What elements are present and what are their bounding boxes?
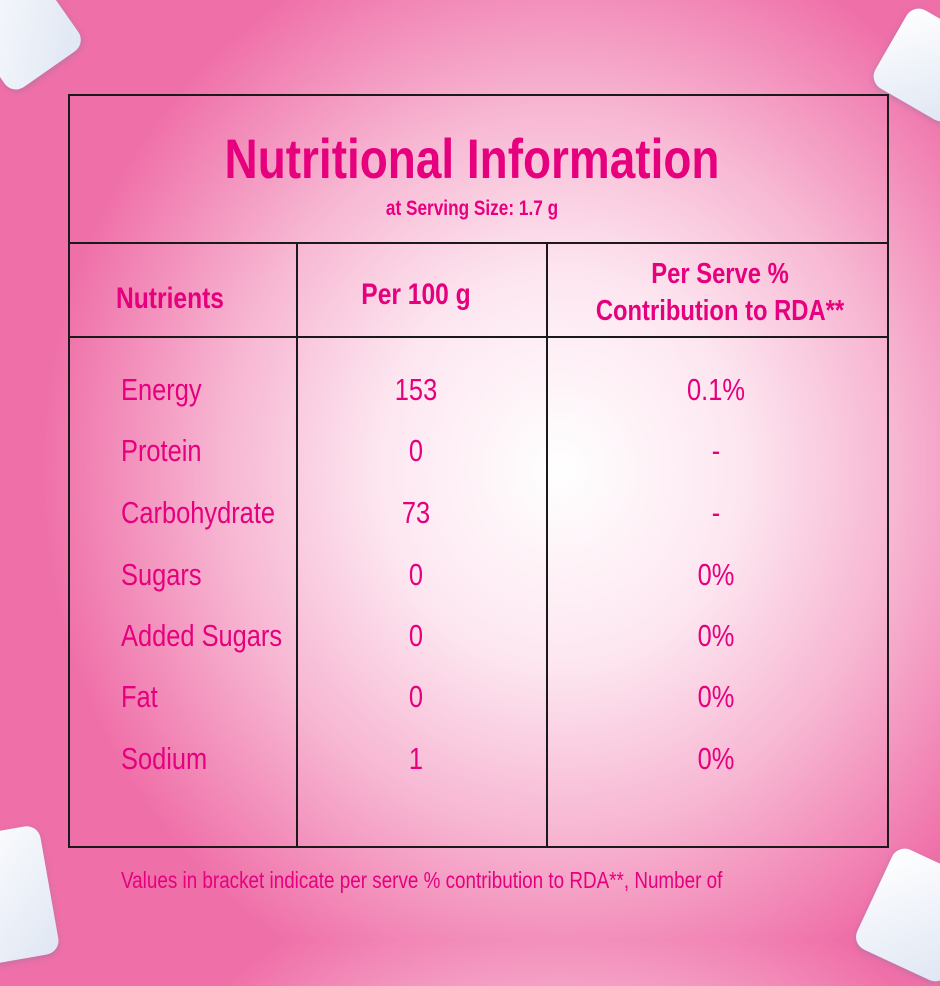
gum-decoration	[0, 0, 87, 95]
serving-size: at Serving Size: 1.7 g	[385, 197, 559, 220]
gum-decoration	[851, 844, 940, 986]
nutrient-name: Protein	[121, 433, 202, 468]
rda-value: 0.1%	[687, 372, 745, 407]
header-per-100g: Per 100 g	[361, 278, 471, 311]
rda-value: 0%	[697, 741, 735, 776]
nutrient-name: Added Sugars	[121, 618, 283, 653]
per-100g-value: 0	[408, 679, 424, 714]
per-100g-value: 73	[401, 495, 431, 530]
rda-value: -	[711, 495, 721, 530]
page-title: Nutritional Information	[224, 127, 720, 190]
nutrient-name: Energy	[121, 372, 202, 407]
rda-value: 0%	[697, 679, 735, 714]
gum-decoration	[0, 824, 61, 966]
rda-value: 0%	[697, 557, 735, 592]
header-rda: Contribution to RDA**	[595, 295, 845, 327]
header-per-serve: Per Serve %	[651, 258, 789, 290]
divider	[546, 242, 548, 846]
footnote: Values in bracket indicate per serve % c…	[121, 867, 723, 893]
per-100g-value: 153	[394, 372, 438, 407]
per-100g-value: 0	[408, 557, 424, 592]
divider	[296, 242, 298, 846]
per-100g-value: 1	[408, 741, 424, 776]
nutrient-name: Sodium	[121, 741, 208, 776]
nutrient-name: Fat	[121, 679, 158, 714]
rda-value: 0%	[697, 618, 735, 653]
per-100g-value: 0	[408, 433, 424, 468]
divider	[68, 242, 889, 244]
header-nutrients: Nutrients	[116, 282, 224, 315]
per-100g-value: 0	[408, 618, 424, 653]
nutrition-table	[68, 94, 889, 848]
nutrient-name: Sugars	[121, 557, 202, 592]
nutrient-name: Carbohydrate	[121, 495, 276, 530]
divider	[68, 336, 889, 338]
rda-value: -	[711, 433, 721, 468]
